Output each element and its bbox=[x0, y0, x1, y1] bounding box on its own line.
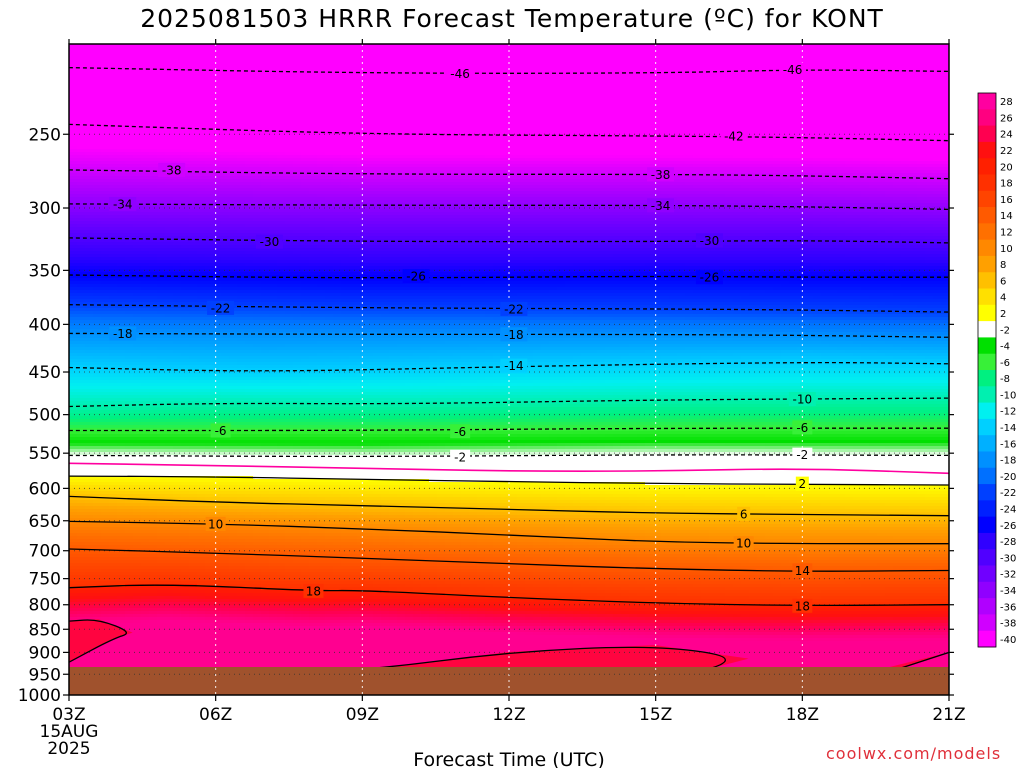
temperature-time-height-chart: -46 -46-42-38 -38-34 -34-30 -30-26 -26-22 -22-… bbox=[0, 0, 1024, 768]
